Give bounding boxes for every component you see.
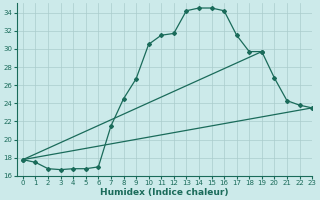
X-axis label: Humidex (Indice chaleur): Humidex (Indice chaleur) bbox=[100, 188, 228, 197]
